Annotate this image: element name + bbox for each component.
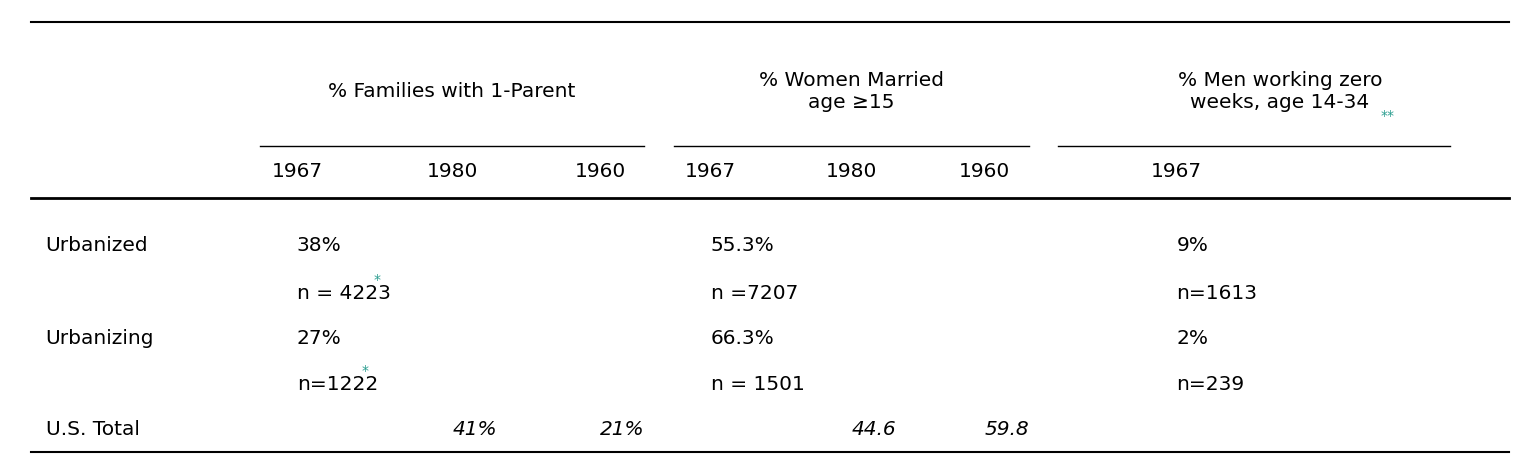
Text: Urbanizing: Urbanizing — [46, 329, 154, 349]
Text: 38%: 38% — [297, 236, 342, 255]
Text: 1960: 1960 — [959, 162, 1010, 182]
Text: % Women Married
age ≥15: % Women Married age ≥15 — [759, 71, 944, 112]
Text: **: ** — [1380, 109, 1395, 123]
Text: U.S. Total: U.S. Total — [46, 420, 140, 439]
Text: % Families with 1-Parent: % Families with 1-Parent — [328, 83, 576, 101]
Text: *: * — [362, 364, 370, 378]
Text: % Men working zero
weeks, age 14-34: % Men working zero weeks, age 14-34 — [1178, 71, 1383, 112]
Text: 9%: 9% — [1177, 236, 1209, 255]
Text: 41%: 41% — [453, 420, 497, 439]
Text: n=1222: n=1222 — [297, 375, 379, 394]
Text: 1960: 1960 — [574, 162, 625, 182]
Text: Urbanized: Urbanized — [46, 236, 148, 255]
Text: 1980: 1980 — [825, 162, 876, 182]
Text: 1967: 1967 — [1150, 162, 1203, 182]
Text: 21%: 21% — [601, 420, 645, 439]
Text: 1967: 1967 — [685, 162, 736, 182]
Text: 2%: 2% — [1177, 329, 1209, 349]
Text: 44.6: 44.6 — [852, 420, 896, 439]
Text: n=1613: n=1613 — [1177, 284, 1258, 303]
Text: 1980: 1980 — [427, 162, 477, 182]
Text: 66.3%: 66.3% — [711, 329, 775, 349]
Text: 27%: 27% — [297, 329, 342, 349]
Text: n=239: n=239 — [1177, 375, 1244, 394]
Text: n =7207: n =7207 — [711, 284, 798, 303]
Text: 59.8: 59.8 — [984, 420, 1029, 439]
Text: 55.3%: 55.3% — [711, 236, 775, 255]
Text: n = 4223: n = 4223 — [297, 284, 391, 303]
Text: n = 1501: n = 1501 — [711, 375, 805, 394]
Text: 1967: 1967 — [271, 162, 322, 182]
Text: *: * — [374, 273, 380, 287]
